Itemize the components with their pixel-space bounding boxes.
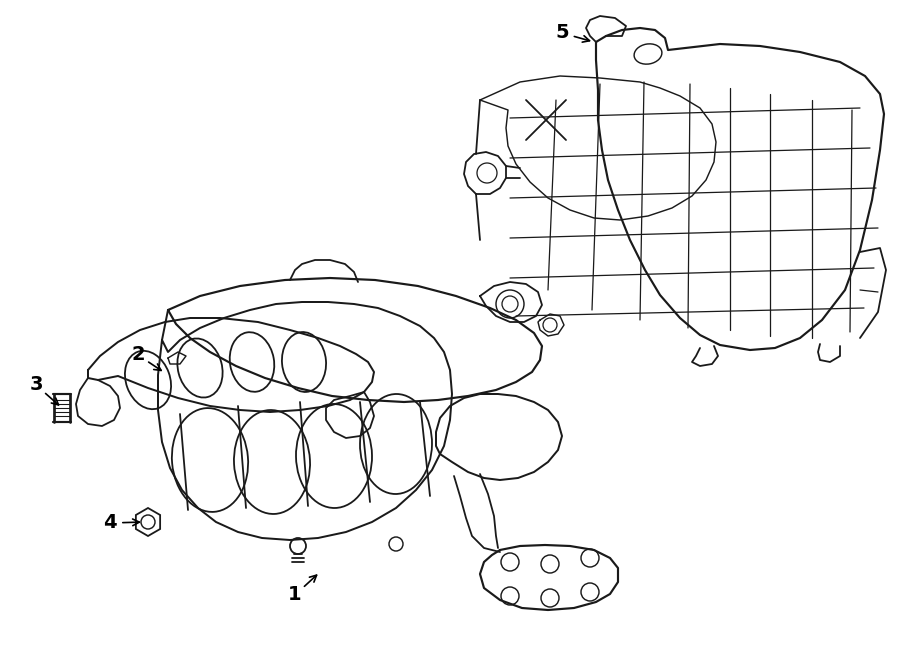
Text: 3: 3 bbox=[29, 375, 43, 395]
Text: 5: 5 bbox=[555, 24, 569, 42]
Text: 1: 1 bbox=[288, 586, 302, 605]
Text: 4: 4 bbox=[104, 514, 117, 533]
Text: 2: 2 bbox=[131, 346, 145, 364]
